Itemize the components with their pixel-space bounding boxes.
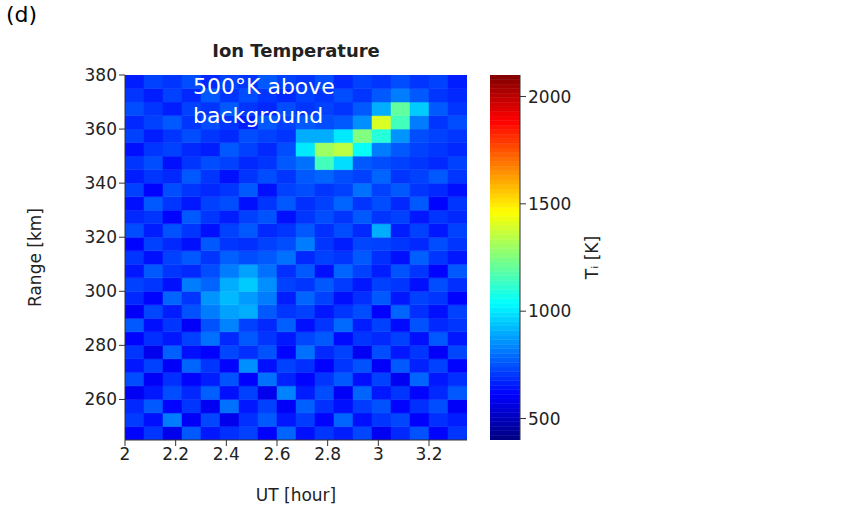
svg-text:1500: 1500: [528, 194, 571, 214]
svg-text:2.4: 2.4: [213, 444, 240, 464]
svg-text:280: 280: [85, 335, 117, 355]
svg-text:300: 300: [85, 281, 117, 301]
svg-text:260: 260: [85, 389, 117, 409]
svg-text:500: 500: [528, 409, 560, 429]
html-text:background: background: [193, 103, 324, 128]
svg-text:320: 320: [85, 227, 117, 247]
html-text:500°K above: 500°K above: [193, 74, 335, 99]
svg-text:1000: 1000: [528, 301, 571, 321]
svg-text:2.2: 2.2: [162, 444, 189, 464]
svg-text:380: 380: [85, 65, 117, 85]
svg-text:3.2: 3.2: [415, 444, 442, 464]
html-text:(d): (d): [6, 2, 38, 27]
svg-text:3: 3: [373, 444, 384, 464]
svg-text:2: 2: [120, 444, 131, 464]
svg-text:Range [km]: Range [km]: [25, 208, 45, 307]
svg-text:2.8: 2.8: [314, 444, 341, 464]
svg-text:2000: 2000: [528, 87, 571, 107]
html-text:Ion Temperature: Ion Temperature: [212, 40, 380, 61]
svg-text:340: 340: [85, 173, 117, 193]
svg-text:2.6: 2.6: [263, 444, 290, 464]
svg-text:360: 360: [85, 119, 117, 139]
svg-text:UT [hour]: UT [hour]: [256, 485, 336, 505]
svg-text:Tᵢ [K]: Tᵢ [K]: [582, 236, 602, 280]
